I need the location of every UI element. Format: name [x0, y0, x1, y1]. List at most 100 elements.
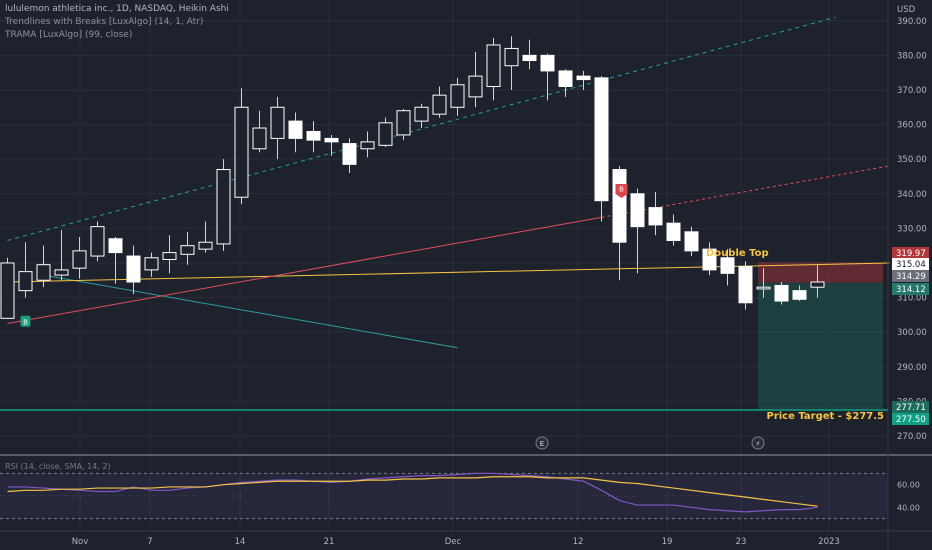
candle-body: [468, 75, 483, 98]
candle-body: [684, 231, 699, 252]
sell-marker-label: B: [619, 186, 624, 194]
price-tick: 270.00: [897, 432, 927, 442]
candle-body: [504, 47, 519, 67]
candle-body: [18, 271, 33, 292]
candle-body: [72, 250, 87, 269]
rsi-ma-line: [7, 476, 818, 507]
candle-body: [774, 284, 789, 302]
time-tick: 23: [736, 537, 747, 547]
time-tick: 19: [662, 537, 673, 547]
price-tick: 340.00: [897, 190, 927, 200]
price-tag: [892, 401, 929, 413]
candle-body: [666, 222, 681, 241]
rsi-tick: 40.00: [897, 503, 920, 512]
resistance-trendline: [7, 216, 602, 325]
candle-body: [216, 169, 231, 245]
candle-body: [144, 257, 159, 271]
price-tick: 310.00: [897, 294, 927, 304]
earnings-marker: E: [540, 440, 544, 448]
markers[interactable]: B B Double Top Price Target - $277.5 E ⚡: [20, 184, 885, 450]
flash-marker: ⚡: [756, 440, 761, 448]
indicator-trendlines-label[interactable]: Trendlines with Breaks [LuxAlgo] (14, 1,…: [5, 17, 204, 27]
currency-label: USD: [897, 5, 916, 15]
candle-body: [630, 193, 645, 228]
price-tag-value: 314.29: [896, 272, 926, 282]
candle-body: [576, 75, 591, 81]
candle-body: [396, 110, 411, 136]
candle-body: [360, 141, 375, 150]
candle-body: [756, 286, 771, 290]
rsi-tick: 60.00: [897, 481, 920, 490]
trendline: [43, 274, 458, 349]
candle-body: [0, 262, 15, 319]
price-tag-value: 277.71: [896, 403, 926, 413]
candle-body: [54, 269, 69, 276]
price-tick: 300.00: [897, 328, 927, 338]
candle-body: [126, 255, 141, 283]
candle-body: [792, 290, 807, 300]
time-tick: Dec: [445, 537, 462, 547]
time-tick: 14: [235, 537, 246, 547]
price-tag-value: 277.50: [896, 415, 926, 425]
candle-body: [36, 264, 51, 281]
candle-body: [522, 54, 537, 62]
candle-body: [90, 226, 105, 257]
flash-icon: [751, 436, 765, 450]
earnings-icon: [535, 436, 549, 450]
candle-body: [306, 130, 321, 141]
candle-body: [558, 70, 573, 88]
indicator-trama-label[interactable]: TRAMA [LuxAlgo] (99, close): [5, 30, 133, 40]
trendlines: [0, 16, 890, 411]
price-tag: [892, 258, 929, 270]
candle-body: [432, 94, 447, 115]
time-tick: 21: [324, 537, 335, 547]
candle-body: [342, 143, 357, 165]
price-tag: [892, 247, 929, 259]
price-tick: 360.00: [897, 121, 927, 131]
stop-loss-zone: [758, 262, 883, 283]
candle-body: [720, 257, 735, 274]
target-zone: [758, 282, 883, 410]
candle-body: [180, 245, 195, 255]
time-tick: 2023: [818, 537, 840, 547]
sell-marker: [615, 184, 628, 199]
double-top-label: Double Top: [706, 248, 769, 259]
buy-marker-label: B: [23, 318, 28, 326]
time-axis[interactable]: Nov 7 14 21 Dec 12 19 23 2023: [0, 530, 932, 547]
candle-body: [612, 169, 627, 243]
price-tag-value: 314.12: [896, 285, 926, 295]
price-tag-value: 319.97: [896, 249, 926, 259]
candle-body: [702, 248, 717, 271]
candle-body: [486, 44, 501, 88]
price-tag: [892, 413, 929, 425]
candle-body: [810, 281, 825, 288]
price-tag: [892, 283, 929, 295]
candle-body: [198, 241, 213, 250]
candle-body: [378, 122, 393, 146]
candle-body: [414, 106, 429, 122]
candle-body: [252, 127, 267, 150]
candle-body: [288, 120, 303, 139]
rsi-label: RSI (14, close, SMA, 14, 2): [5, 462, 111, 471]
position-zones: [758, 262, 883, 410]
rsi-pane: RSI (14, close, SMA, 14, 2) 60.00 40.00: [0, 454, 932, 520]
candle-body: [162, 252, 177, 261]
candle-body: [540, 54, 555, 72]
price-tag-value: 315.04: [896, 260, 926, 270]
price-tick: 370.00: [897, 86, 927, 96]
price-tag: [892, 270, 929, 282]
candle-body: [594, 77, 609, 202]
time-tick: 7: [147, 537, 152, 547]
candles[interactable]: [0, 36, 825, 319]
price-tick: 380.00: [897, 51, 927, 61]
trendline: [7, 16, 836, 241]
buy-marker: [20, 315, 31, 327]
chart-title: lululemon athletica inc., 1D, NASDAQ, He…: [5, 4, 229, 14]
candle-body: [324, 137, 339, 143]
time-tick: Nov: [72, 537, 89, 547]
candle-body: [270, 106, 285, 139]
candle-body: [738, 265, 753, 304]
candle-body: [648, 207, 663, 226]
